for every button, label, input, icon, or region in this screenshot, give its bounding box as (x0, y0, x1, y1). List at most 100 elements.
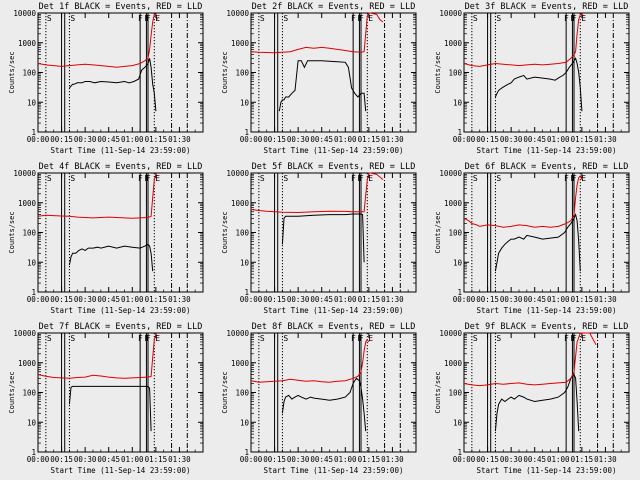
flag-marker-label: F (564, 334, 569, 343)
y-tick-label: 10000 (13, 329, 36, 338)
x-tick-label: 00:00 (240, 455, 263, 464)
start-marker-label: S (70, 14, 75, 23)
x-axis-label: Start Time (11-Sep-14 23:59:00) (264, 306, 404, 315)
y-tick-label: 10000 (13, 169, 36, 178)
x-tick-label: 00:30 (500, 135, 523, 144)
start-marker-label: S (283, 174, 288, 183)
y-tick-label: 10 (27, 258, 37, 267)
y-tick-label: 10000 (439, 169, 462, 178)
x-tick-label: 01:15 (145, 455, 168, 464)
x-tick-label: 01:30 (594, 135, 617, 144)
y-tick-label: 1000 (18, 199, 37, 208)
x-tick-label: 01:30 (168, 135, 191, 144)
x-tick-label: 00:45 (97, 295, 120, 304)
chart-title: Det 2f BLACK = Events, RED = LLD (252, 2, 416, 12)
start-marker-label: S (47, 14, 52, 23)
y-tick-label: 1 (457, 448, 462, 457)
x-tick-label: 01:15 (358, 455, 381, 464)
x-tick-label: 00:30 (287, 295, 310, 304)
start-marker-label: S (47, 174, 52, 183)
flag-marker-label: F (570, 174, 575, 183)
flag-marker-label: F (351, 334, 356, 343)
lld-series-line (463, 332, 597, 387)
y-axis-label: Counts/sec (221, 371, 229, 413)
start-marker-label: S (260, 174, 265, 183)
flag-marker-label: F (138, 14, 143, 23)
x-tick-label: 00:00 (453, 455, 476, 464)
events-series-line (68, 385, 152, 432)
y-tick-label: 1 (457, 288, 462, 297)
chart-title: Det 7f BLACK = Events, RED = LLD (39, 322, 203, 332)
x-tick-label: 01:15 (571, 135, 594, 144)
y-tick-label: 100 (22, 229, 36, 238)
start-marker-label: S (283, 14, 288, 23)
x-tick-label: 00:00 (27, 135, 50, 144)
x-tick-label: 01:00 (334, 455, 357, 464)
detector-panel-5: Det 5f BLACK = Events, RED = LLD 1 10 100 10… (213, 160, 426, 320)
x-tick-label: 01:15 (145, 295, 168, 304)
x-tick-label: 00:00 (453, 135, 476, 144)
x-tick-label: 00:30 (500, 455, 523, 464)
flag-marker-label: F (144, 14, 149, 23)
x-tick-label: 01:30 (381, 295, 404, 304)
plot-frame (250, 12, 417, 133)
x-tick-label: 00:30 (74, 135, 97, 144)
x-tick-label: 00:30 (74, 295, 97, 304)
y-tick-label: 10 (27, 98, 37, 107)
x-tick-label: 00:15 (50, 455, 73, 464)
y-tick-label: 10 (453, 258, 463, 267)
x-tick-label: 00:30 (287, 135, 310, 144)
plot-frame (250, 332, 417, 453)
chart-title: Det 9f BLACK = Events, RED = LLD (465, 322, 629, 332)
start-marker-label: S (47, 334, 52, 343)
events-series-line (68, 243, 154, 272)
start-marker-label: S (473, 14, 478, 23)
end-marker-label: E (155, 174, 160, 183)
x-tick-label: 01:00 (547, 135, 570, 144)
flag-marker-label: F (572, 14, 577, 23)
y-axis-label: Counts/sec (434, 51, 442, 93)
y-tick-label: 10 (453, 418, 463, 427)
flag-marker-label: F (351, 14, 356, 23)
end-marker-label: E (368, 334, 373, 343)
y-tick-label: 1 (244, 128, 249, 137)
start-marker-label: S (496, 174, 501, 183)
y-tick-label: 100 (235, 69, 249, 78)
x-tick-label: 00:15 (50, 295, 73, 304)
plot-frame (37, 12, 204, 133)
start-marker-label: S (496, 14, 501, 23)
x-tick-label: 01:30 (594, 455, 617, 464)
start-marker-label: S (260, 14, 265, 23)
chart-title: Det 5f BLACK = Events, RED = LLD (252, 162, 416, 172)
x-tick-label: 00:30 (74, 455, 97, 464)
lld-series-line (463, 175, 583, 228)
x-axis-label: Start Time (11-Sep-14 23:59:00) (477, 146, 617, 155)
flag-marker-label: F (146, 14, 151, 23)
chart-title: Det 4f BLACK = Events, RED = LLD (39, 162, 203, 172)
flag-marker-label: F (570, 334, 575, 343)
y-axis-label: Counts/sec (8, 51, 16, 93)
x-tick-label: 00:45 (523, 295, 546, 304)
x-tick-label: 00:30 (500, 295, 523, 304)
y-tick-label: 1000 (231, 39, 250, 48)
start-marker-label: S (283, 334, 288, 343)
x-axis-label: Start Time (11-Sep-14 23:59:00) (51, 306, 191, 315)
detector-panel-9: Det 9f BLACK = Events, RED = LLD 1 10 100 10… (426, 320, 639, 480)
flag-marker-label: F (570, 14, 575, 23)
x-tick-label: 00:00 (240, 295, 263, 304)
y-axis-label: Counts/sec (8, 211, 16, 253)
x-tick-label: 01:30 (594, 295, 617, 304)
detector-chart-4: Det 4f BLACK = Events, RED = LLD 1 10 100 10… (8, 162, 204, 315)
y-tick-label: 1000 (444, 39, 463, 48)
detector-chart-7: Det 7f BLACK = Events, RED = LLD 1 10 100 10… (8, 322, 204, 475)
lld-series-line (37, 333, 158, 379)
events-series-line (494, 373, 580, 432)
x-tick-label: 01:00 (334, 295, 357, 304)
y-tick-label: 100 (235, 229, 249, 238)
detector-panel-1: Det 1f BLACK = Events, RED = LLD 1 10 100 10… (0, 0, 213, 160)
detector-panel-6: Det 6f BLACK = Events, RED = LLD 1 10 100 10… (426, 160, 639, 320)
x-tick-label: 00:00 (27, 295, 50, 304)
x-tick-label: 00:45 (310, 455, 333, 464)
x-tick-label: 00:15 (263, 455, 286, 464)
detector-panel-3: Det 3f BLACK = Events, RED = LLD 1 10 100 10… (426, 0, 639, 160)
